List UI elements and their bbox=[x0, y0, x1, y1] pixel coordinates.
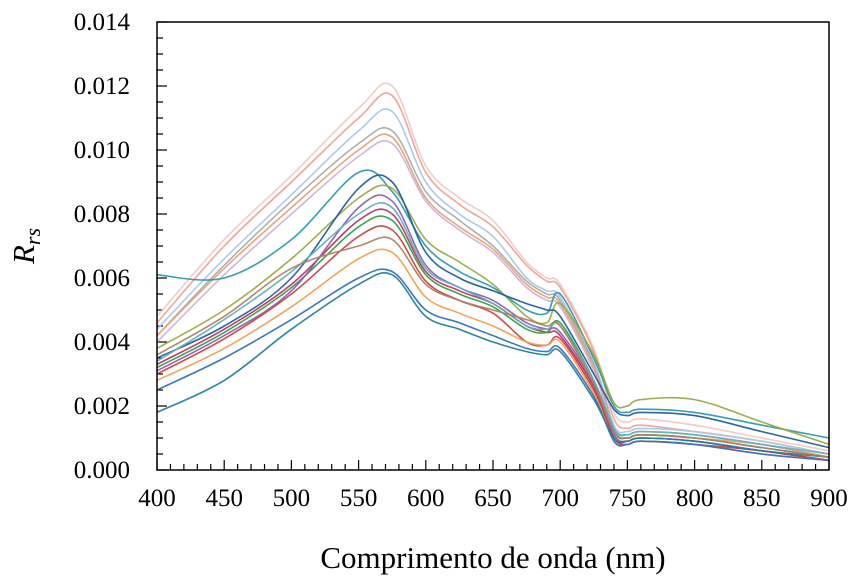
y-tick-label: 0.004 bbox=[74, 329, 131, 356]
y-axis-title: Rrs bbox=[6, 228, 45, 265]
series-line-4 bbox=[156, 126, 830, 458]
y-tick-label: 0.012 bbox=[74, 73, 130, 100]
y-tick-label: 0.002 bbox=[74, 393, 130, 420]
x-tick-label: 450 bbox=[205, 485, 243, 512]
y-tick-label: 0.010 bbox=[74, 137, 130, 164]
series-line-8 bbox=[156, 184, 830, 446]
x-tick-label: 400 bbox=[138, 485, 176, 512]
x-tick-label: 550 bbox=[340, 485, 378, 512]
x-axis-title: Comprimento de onda (nm) bbox=[320, 540, 665, 575]
plot-frame bbox=[156, 21, 830, 471]
series-lines bbox=[156, 82, 830, 462]
series-line-1 bbox=[156, 82, 830, 452]
x-tick-label: 650 bbox=[474, 485, 512, 512]
x-tick-label: 600 bbox=[407, 485, 445, 512]
x-tick-label: 800 bbox=[676, 485, 714, 512]
series-line-3 bbox=[156, 108, 830, 455]
x-tick-label: 900 bbox=[810, 485, 848, 512]
tick-labels: 400 450 500 550 600 650 700 750 800 850 900 0.000 0.… bbox=[74, 9, 848, 512]
series-line-13 bbox=[156, 225, 830, 462]
axis-ticks bbox=[156, 21, 830, 471]
series-line-7 bbox=[156, 169, 830, 439]
series-line-16 bbox=[156, 271, 830, 458]
y-tick-label: 0.008 bbox=[74, 201, 130, 228]
series-line-15 bbox=[156, 268, 830, 462]
y-axis-title-subscript: rs bbox=[20, 228, 45, 245]
x-tick-label: 500 bbox=[273, 485, 311, 512]
y-tick-label: 0.006 bbox=[74, 265, 130, 292]
series-line-17 bbox=[156, 202, 830, 455]
series-line-2 bbox=[156, 92, 830, 455]
y-tick-label: 0.014 bbox=[74, 9, 131, 36]
y-tick-label: 0.000 bbox=[74, 457, 130, 484]
x-tick-label: 850 bbox=[743, 485, 781, 512]
x-tick-label: 700 bbox=[541, 485, 579, 512]
series-line-9 bbox=[156, 174, 830, 449]
y-axis-title-main: R bbox=[6, 245, 41, 265]
x-tick-label: 750 bbox=[609, 485, 647, 512]
series-line-18 bbox=[156, 236, 830, 458]
